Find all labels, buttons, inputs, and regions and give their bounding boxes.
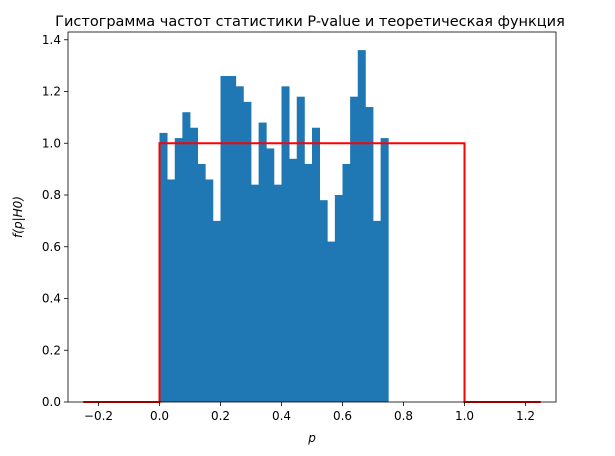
x-tick-label: 1.0	[455, 409, 474, 423]
histogram-bar	[350, 96, 359, 403]
histogram-bar	[243, 101, 252, 402]
histogram-bars	[159, 50, 389, 403]
histogram-bar	[365, 107, 374, 402]
x-tick-label: 0.6	[333, 409, 352, 423]
y-tick-label: 0.6	[42, 240, 61, 254]
histogram-bar	[174, 138, 183, 402]
histogram-bar	[327, 241, 336, 402]
histogram-bar	[220, 75, 229, 402]
histogram-bar	[304, 163, 313, 402]
x-tick-label: −0.2	[84, 409, 113, 423]
y-axis-label: f(p|H0)	[11, 196, 25, 238]
histogram-bar	[182, 112, 191, 403]
histogram-bar	[205, 179, 214, 402]
histogram-bar	[167, 179, 176, 402]
x-tick-label: 0.0	[150, 409, 169, 423]
histogram-bar	[190, 127, 199, 403]
histogram-bar	[342, 163, 351, 402]
histogram-bar	[319, 200, 328, 402]
axes	[67, 31, 557, 403]
x-tick-label: 0.2	[211, 409, 230, 423]
histogram-bar	[235, 86, 244, 402]
x-axis-label: p	[307, 431, 316, 445]
y-tick-label: 1.0	[42, 136, 61, 150]
y-tick-label: 0.0	[42, 395, 61, 409]
y-ticks: 0.0 0.2 0.4 0.6 0.8 1.0 1.2 1.4	[42, 33, 68, 409]
x-tick-label: 0.8	[394, 409, 413, 423]
y-tick-label: 1.2	[42, 85, 61, 99]
histogram-bar	[373, 220, 382, 402]
y-tick-label: 0.4	[42, 292, 61, 306]
histogram-bar	[289, 158, 298, 402]
histogram-bar	[312, 127, 321, 403]
y-tick-label: 1.4	[42, 33, 61, 47]
histogram-bar	[228, 75, 237, 402]
histogram-bar	[296, 96, 305, 403]
x-ticks: −0.2 0.0 0.2 0.4 0.6 0.8 1.0 1.2	[84, 402, 535, 423]
histogram-bar	[159, 132, 168, 402]
chart-title: Гистограмма частот статистики P-value и …	[55, 14, 565, 30]
histogram-bar	[197, 163, 206, 402]
y-tick-label: 0.8	[42, 188, 61, 202]
y-tick-label: 0.2	[42, 343, 61, 357]
x-tick-label: 1.2	[516, 409, 535, 423]
plot-frame	[67, 31, 557, 403]
histogram-bar	[334, 195, 343, 402]
histogram-bar	[212, 220, 221, 402]
histogram-bar	[251, 184, 260, 402]
histogram-bar	[281, 86, 290, 402]
histogram-bar	[357, 50, 366, 403]
histogram-bar	[258, 122, 267, 402]
x-tick-label: 0.4	[272, 409, 291, 423]
histogram-bar	[273, 184, 282, 402]
histogram-bar	[266, 148, 275, 402]
histogram-bar	[380, 138, 389, 402]
